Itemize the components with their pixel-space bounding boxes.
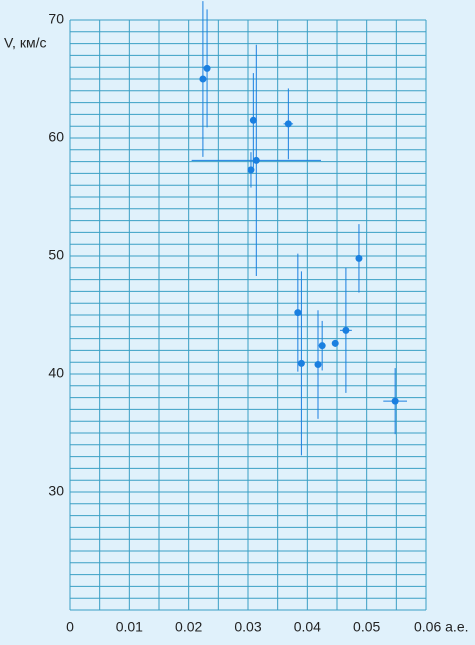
x-tick-label: 0.04 [294,619,321,635]
y-tick-label: 50 [48,247,64,263]
point [199,75,207,83]
y-tick-label: 30 [48,483,64,499]
x-tick-label: 0.02 [175,619,202,635]
point [297,359,305,367]
x-tick-label: 0.06 а.е. [414,619,469,635]
x-tick-label: 0.01 [116,619,143,635]
point [318,342,326,350]
point [247,166,255,174]
point [294,309,302,317]
point [284,120,292,128]
x-tick-label: 0 [66,619,74,635]
x-tick-label: 0.05 [353,619,380,635]
point [252,156,260,164]
point [249,116,257,124]
point [203,64,211,72]
x-tick-label: 0.03 [234,619,261,635]
y-tick-label: 70 [48,11,64,27]
point [391,397,399,405]
y-axis-label: V, км/с [4,35,46,51]
y-tick-label: 40 [48,365,64,381]
point [342,326,350,334]
point [314,361,322,369]
point [331,339,339,347]
y-tick-label: 60 [48,129,64,145]
point [355,254,363,262]
